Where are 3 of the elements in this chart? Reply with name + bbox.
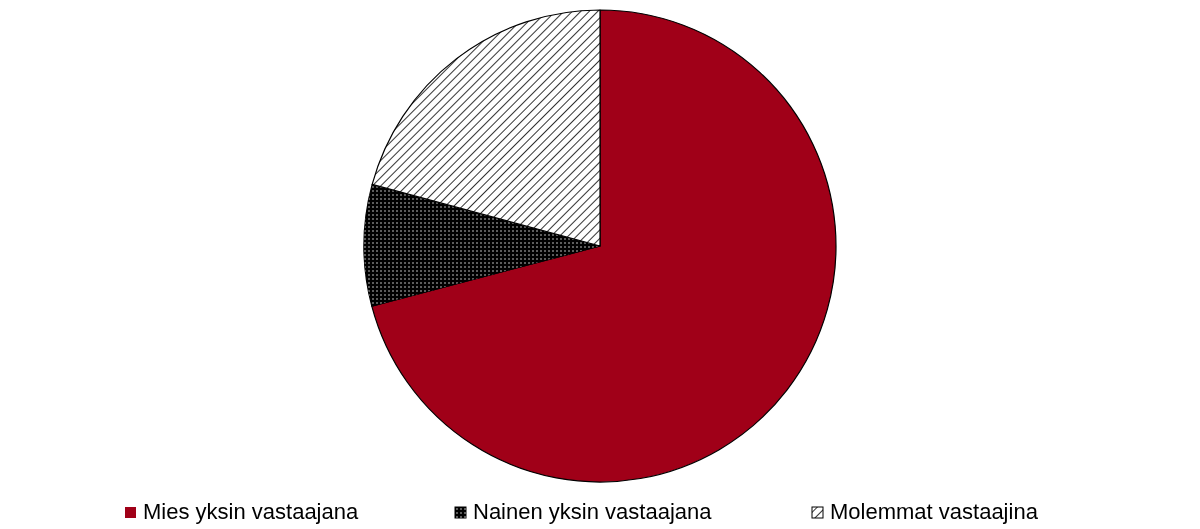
legend-label: Molemmat vastaajina: [830, 499, 1039, 524]
legend-label: Mies yksin vastaajana: [143, 499, 359, 524]
legend-label: Nainen yksin vastaajana: [473, 499, 713, 524]
